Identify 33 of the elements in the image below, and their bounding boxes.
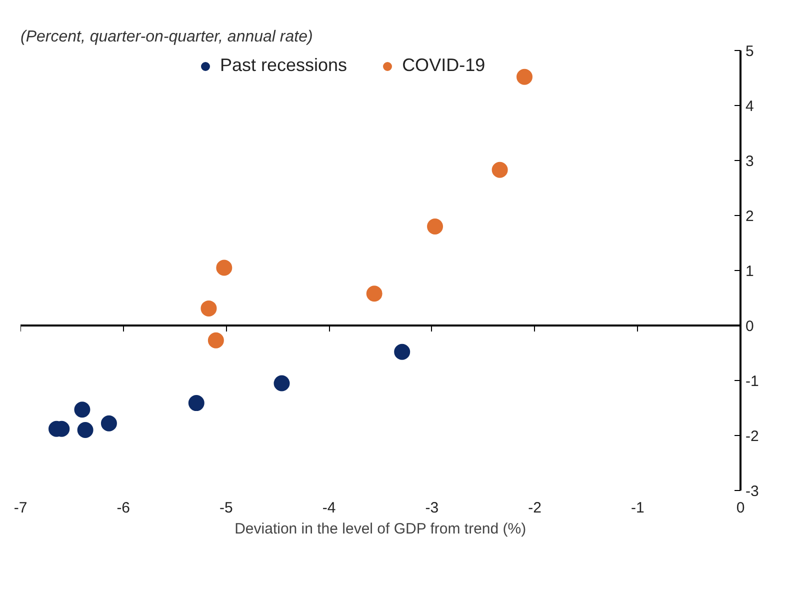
legend-label: Past recessions bbox=[220, 55, 348, 76]
point bbox=[366, 286, 382, 302]
point bbox=[216, 260, 232, 276]
legend-label: COVID-19 bbox=[402, 55, 486, 76]
x-tick-label: -1 bbox=[630, 500, 644, 516]
x-tick-label: -3 bbox=[425, 500, 439, 516]
point bbox=[77, 422, 94, 438]
point bbox=[274, 375, 290, 392]
x-tick-label: -4 bbox=[322, 500, 336, 516]
y-tick-label: 4 bbox=[746, 98, 754, 115]
point bbox=[492, 162, 508, 178]
y-tick-label: 2 bbox=[746, 208, 754, 225]
point bbox=[100, 415, 117, 432]
point bbox=[427, 218, 444, 234]
y-axis-title: (Percent, quarter-on-quarter, annual rate) bbox=[20, 28, 313, 46]
point bbox=[188, 395, 204, 412]
x-tick-label: -6 bbox=[116, 500, 130, 516]
point bbox=[200, 300, 217, 316]
y-tick-label: 3 bbox=[746, 153, 754, 170]
y-tick-label: 0 bbox=[746, 318, 754, 335]
y-tick-label: 1 bbox=[746, 263, 754, 280]
y-tick-label: -3 bbox=[746, 483, 759, 500]
x-tick-label: -2 bbox=[528, 500, 542, 516]
point bbox=[208, 332, 224, 348]
x-axis-title: Deviation in the level of GDP from trend (%) bbox=[234, 520, 526, 538]
y-tick-label: -1 bbox=[746, 373, 759, 390]
x-tick-label: -5 bbox=[220, 500, 233, 516]
point bbox=[516, 68, 532, 85]
y-tick-label: 5 bbox=[746, 43, 754, 60]
point bbox=[394, 344, 410, 360]
x-tick-label: -7 bbox=[14, 500, 28, 516]
y-tick-label: -2 bbox=[746, 428, 759, 445]
point bbox=[74, 402, 90, 418]
